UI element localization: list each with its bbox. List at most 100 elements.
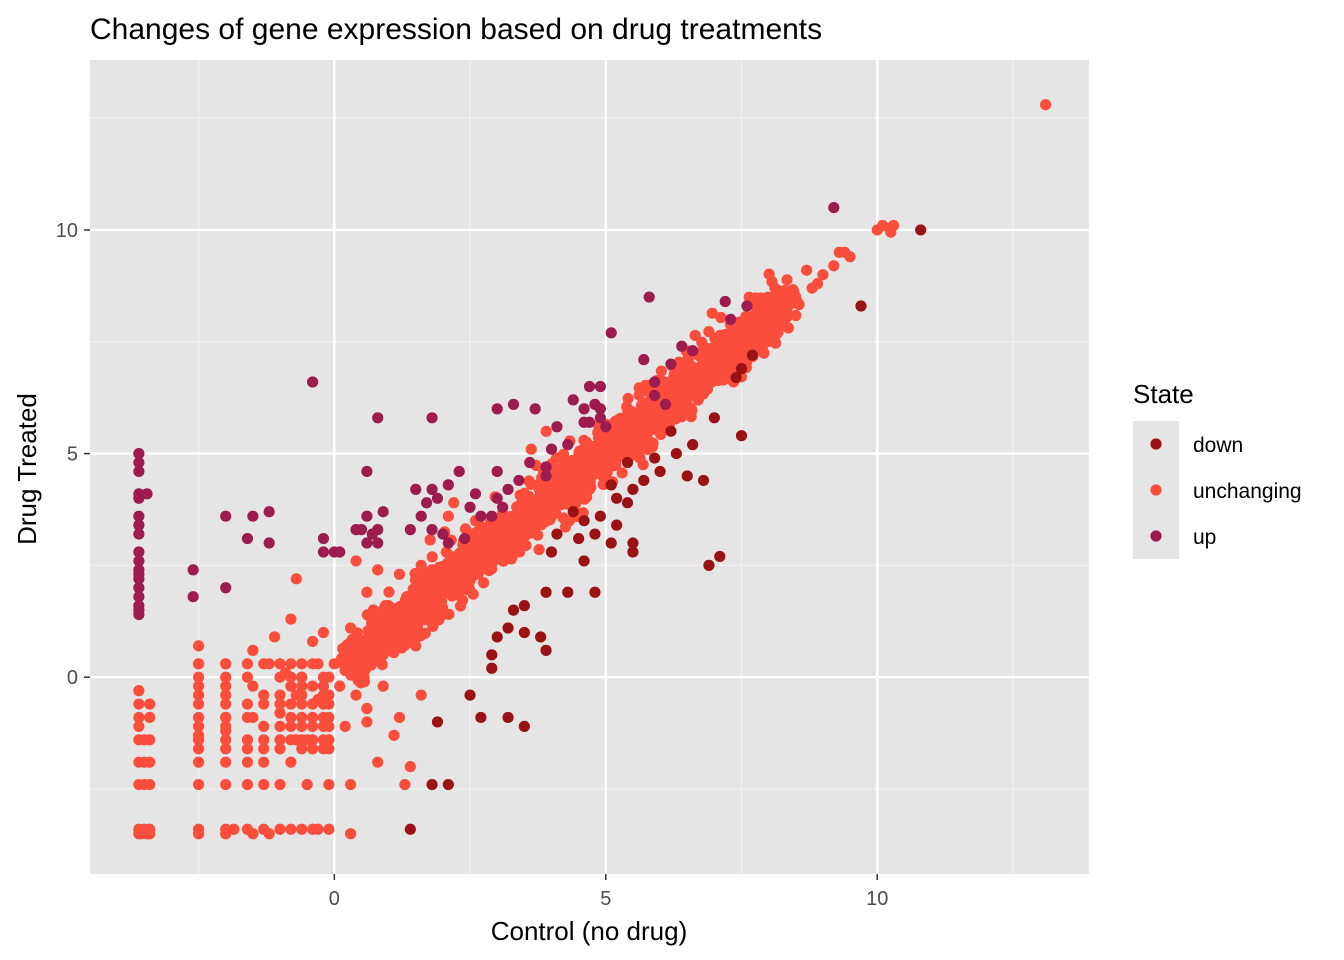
unchanging-point	[394, 622, 406, 635]
unchanging-point	[317, 626, 330, 639]
unchanging-point	[540, 425, 552, 437]
unchanging-point	[587, 458, 599, 470]
down-point	[697, 474, 710, 487]
unchanging-point	[518, 521, 530, 534]
unchanging-point	[665, 376, 677, 388]
up-point	[442, 537, 454, 549]
unchanging-point	[377, 680, 389, 692]
down-point	[535, 631, 547, 643]
unchanging-point	[241, 743, 254, 755]
down-point	[540, 644, 552, 656]
unchanging-point	[312, 658, 324, 670]
down-point	[670, 447, 682, 460]
legend-label-up: up	[1193, 526, 1216, 549]
unchanging-point	[682, 374, 695, 387]
unchanging-point	[307, 743, 319, 755]
unchanging-point	[411, 569, 423, 581]
unchanging-point	[317, 680, 330, 692]
up-point	[133, 546, 145, 558]
unchanging-point	[520, 539, 532, 551]
unchanging-point	[490, 541, 502, 553]
unchanging-point	[442, 510, 454, 522]
down-point	[649, 452, 661, 464]
legend-label-down: down	[1193, 434, 1243, 457]
unchanging-point	[274, 743, 286, 755]
unchanging-point	[285, 698, 297, 710]
unchanging-point	[507, 515, 520, 527]
unchanging-point	[192, 778, 205, 791]
unchanging-point	[572, 465, 584, 477]
unchanging-point	[388, 646, 400, 659]
up-point	[594, 412, 606, 424]
unchanging-point	[285, 720, 297, 733]
legend-key-unchanging	[1150, 484, 1162, 496]
down-point	[627, 537, 639, 549]
unchanging-point	[717, 347, 729, 359]
unchanging-point	[290, 573, 302, 585]
unchanging-point	[557, 512, 569, 524]
up-point	[719, 295, 731, 308]
y-axis-title: Drug Treated	[12, 393, 42, 545]
unchanging-point	[220, 658, 232, 670]
unchanging-point	[633, 382, 645, 394]
unchanging-point	[144, 778, 156, 791]
unchanging-point	[706, 307, 718, 319]
up-point	[583, 380, 596, 393]
unchanging-point	[285, 823, 297, 835]
up-point	[241, 532, 254, 545]
unchanging-point	[348, 633, 361, 645]
unchanging-point	[885, 226, 897, 238]
up-point	[355, 524, 368, 536]
unchanging-point	[464, 541, 476, 554]
up-point	[372, 412, 384, 424]
up-point	[687, 345, 699, 357]
unchanging-point	[133, 685, 145, 697]
unchanging-point	[263, 828, 275, 840]
up-point	[491, 403, 503, 415]
up-point	[725, 313, 737, 326]
up-point	[486, 510, 498, 522]
unchanging-point	[220, 725, 232, 737]
unchanging-point	[296, 720, 308, 733]
legend-key-down	[1150, 438, 1162, 450]
unchanging-point	[533, 543, 545, 556]
up-point	[263, 537, 275, 549]
legend-title: State	[1133, 379, 1194, 409]
unchanging-point	[877, 219, 889, 232]
up-point	[676, 340, 688, 352]
down-point	[578, 555, 590, 567]
unchanging-point	[220, 671, 232, 683]
unchanging-point	[699, 370, 711, 382]
unchanging-point	[285, 613, 297, 625]
unchanging-point	[610, 459, 622, 471]
unchanging-point	[192, 756, 205, 768]
unchanging-point	[626, 444, 639, 457]
unchanging-point	[811, 278, 824, 290]
down-point	[611, 492, 623, 504]
unchanging-point	[641, 415, 653, 428]
unchanging-point	[301, 734, 313, 746]
down-point	[486, 649, 498, 661]
down-point	[714, 550, 726, 563]
unchanging-point	[307, 635, 319, 648]
down-point	[605, 479, 617, 491]
unchanging-point	[366, 635, 378, 648]
unchanging-point	[296, 658, 308, 670]
unchanging-point	[756, 340, 769, 352]
unchanging-point	[301, 778, 313, 791]
unchanging-point	[556, 466, 568, 479]
up-point	[133, 608, 145, 621]
up-point	[317, 546, 330, 558]
unchanging-point	[247, 680, 259, 692]
unchanging-point	[844, 251, 856, 263]
unchanging-point	[510, 531, 522, 543]
up-point	[567, 394, 579, 406]
unchanging-point	[538, 493, 550, 505]
unchanging-point	[220, 680, 232, 692]
unchanging-point	[133, 698, 145, 710]
unchanging-point	[285, 711, 297, 724]
unchanging-point	[258, 778, 270, 791]
down-point	[540, 586, 552, 598]
y-tick-label: 5	[67, 444, 78, 466]
unchanging-point	[437, 608, 449, 621]
